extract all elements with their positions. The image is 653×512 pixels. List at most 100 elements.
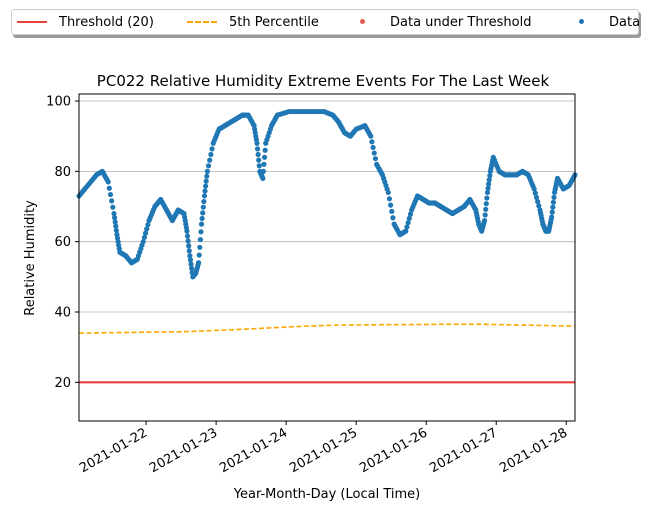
data-point-dense (482, 212, 488, 218)
data-point-dense (205, 163, 212, 169)
data-point (531, 186, 537, 192)
data-point-dense (533, 194, 540, 200)
percentile-dash-swatch (187, 16, 217, 28)
data-point-dense (109, 198, 115, 204)
legend-item-threshold: Threshold (20) (17, 10, 154, 34)
x-tick-label: 2021-01-25 (287, 425, 360, 476)
legend-label-threshold: Threshold (20) (59, 14, 154, 30)
x-tick-label: 2021-01-28 (497, 425, 570, 476)
chart-title: PC022 Relative Humidity Extreme Events F… (97, 72, 550, 90)
y-tick-label: 20 (54, 376, 71, 391)
data-point-dense (145, 222, 151, 228)
data-point-dense (532, 190, 538, 196)
data-point-dense (407, 211, 414, 217)
data-point-dense (535, 198, 541, 205)
x-tick-label: 2021-01-26 (357, 425, 430, 476)
data-point-dense (200, 210, 206, 216)
data-point (484, 189, 491, 196)
data-point-dense (484, 195, 490, 201)
data-point-dense (112, 219, 118, 225)
data-point-dense (485, 185, 491, 191)
data-point (111, 210, 117, 217)
data-point-dense (406, 215, 412, 222)
data-point-dense (208, 151, 214, 158)
data-point-dense (113, 227, 119, 234)
data-point (204, 168, 210, 174)
data-point (201, 193, 208, 199)
data-point-dense (256, 157, 262, 163)
data-point (140, 239, 146, 245)
data-point-dense (536, 203, 542, 209)
data-point (196, 260, 202, 266)
data-point-dense (550, 199, 557, 205)
legend-item-percentile: 5th Percentile (187, 10, 319, 34)
data-point-dense (261, 161, 267, 167)
data-point-dense (106, 185, 112, 191)
data-point (184, 228, 190, 234)
data-point-dense (254, 146, 261, 152)
data-point-dense (141, 234, 147, 241)
data-point-dense (197, 236, 203, 243)
data-points-layer (76, 108, 578, 280)
legend-item-under-threshold: Data under Threshold (348, 10, 531, 34)
legend: Threshold (20) 5th Percentile Data under… (11, 9, 640, 35)
y-tick-label: 60 (54, 235, 71, 250)
under-threshold-dot-swatch (348, 16, 378, 28)
data-point-dense (112, 215, 118, 221)
data-point-dense (388, 202, 394, 208)
data-point-dense (201, 198, 207, 205)
data-point-dense (209, 146, 215, 152)
x-tick-label: 2021-01-27 (427, 425, 500, 476)
x-axis-ticks: 2021-01-222021-01-232021-01-242021-01-25… (77, 421, 570, 476)
data-point (198, 221, 205, 227)
data-point-dense (551, 194, 557, 200)
data-point (187, 253, 193, 259)
data-point-dense (196, 252, 202, 258)
data-point-dense (203, 183, 209, 189)
data-point-dense (200, 204, 206, 210)
data-point-dense (204, 173, 210, 179)
data-point-dense (202, 188, 208, 194)
data-point-dense (404, 224, 410, 230)
data-point-dense (390, 215, 396, 221)
data-point (549, 214, 555, 220)
data-point (385, 189, 391, 196)
y-tick-label: 100 (46, 95, 71, 110)
data-point-dense (260, 168, 266, 174)
data-point-dense (198, 229, 204, 235)
data-point-dense (389, 208, 395, 215)
data-point-dense (550, 204, 556, 210)
x-tick-label: 2021-01-23 (147, 425, 220, 476)
data-point-dense (188, 261, 194, 267)
data-point-dense (255, 151, 261, 158)
data-point-dense (549, 209, 555, 215)
y-axis-ticks: 20 40 60 80 100 (46, 95, 79, 391)
data-point-dense (144, 226, 150, 232)
data-point-dense (369, 139, 375, 145)
data-point-dense (256, 163, 262, 169)
data-point (368, 133, 374, 139)
data-point-dense (207, 157, 213, 163)
data-point-dense (483, 201, 489, 207)
data-point-dense (186, 243, 192, 249)
data-point-dense (142, 230, 149, 236)
legend-item-data: Data (567, 10, 640, 34)
x-tick-label: 2021-01-22 (77, 425, 150, 476)
data-point-dense (184, 233, 191, 239)
data-point-dense (372, 156, 379, 162)
data-point-dense (486, 181, 492, 187)
legend-label-percentile: 5th Percentile (229, 14, 319, 30)
grid-lines (79, 100, 575, 383)
data-point (481, 217, 488, 224)
percentile-line (78, 323, 576, 334)
x-axis-label: Year-Month-Day (Local Time) (233, 487, 420, 502)
y-tick-label: 40 (54, 306, 71, 321)
data-point-dense (203, 178, 209, 184)
data-point (403, 228, 409, 234)
data-point-dense (113, 223, 119, 229)
data-point (254, 140, 260, 146)
threshold-line-swatch (17, 16, 47, 28)
data-point-dense (486, 177, 492, 183)
x-tick-label: 2021-01-24 (217, 425, 290, 476)
